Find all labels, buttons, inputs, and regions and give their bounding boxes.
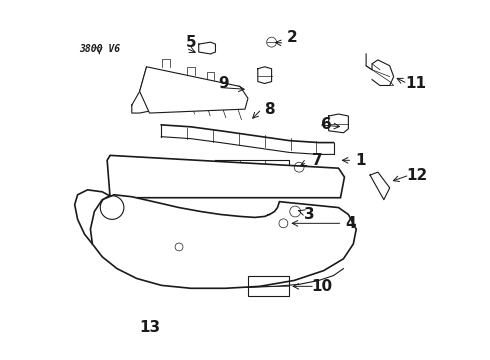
Polygon shape — [107, 156, 344, 198]
Polygon shape — [91, 195, 356, 288]
Text: 11: 11 — [405, 76, 426, 91]
Text: 5: 5 — [186, 35, 196, 50]
Text: 1: 1 — [355, 153, 366, 168]
Text: 12: 12 — [407, 167, 428, 183]
Text: 10: 10 — [311, 279, 332, 294]
Text: 3: 3 — [304, 207, 314, 222]
Text: 4: 4 — [345, 216, 356, 231]
Text: 8: 8 — [264, 102, 275, 117]
Text: 2: 2 — [287, 30, 297, 45]
Text: 13: 13 — [139, 320, 160, 335]
Text: 7: 7 — [312, 153, 322, 168]
Text: 6: 6 — [321, 117, 332, 132]
Text: 9: 9 — [218, 76, 229, 91]
Bar — [248, 276, 289, 296]
Text: 3800 V6: 3800 V6 — [79, 44, 120, 54]
Polygon shape — [140, 67, 248, 113]
